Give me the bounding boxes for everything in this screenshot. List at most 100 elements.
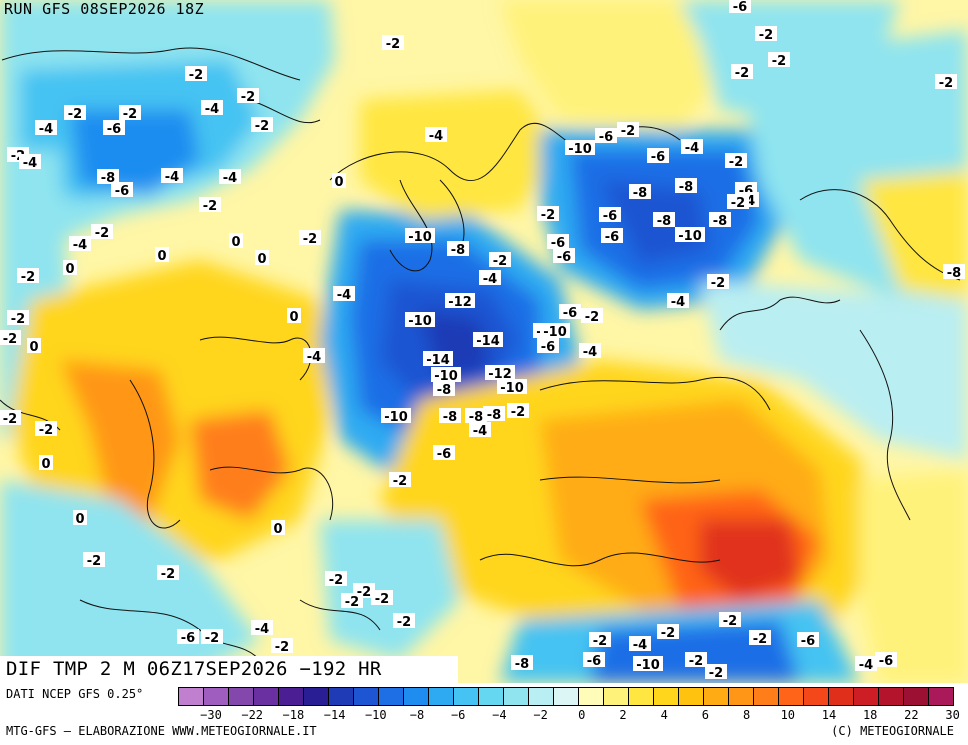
svg-text:-8: -8 [437, 383, 451, 398]
legend-swatch [403, 687, 429, 706]
svg-text:-10: -10 [408, 314, 432, 329]
contour-label: -4 [855, 656, 877, 673]
contour-label: -6 [433, 445, 455, 462]
contour-label: -4 [251, 620, 273, 637]
legend-swatch [578, 687, 604, 706]
svg-text:-4: -4 [23, 156, 37, 171]
contour-label: -2 [0, 410, 21, 427]
contour-label: -6 [595, 128, 617, 145]
svg-text:-6: -6 [541, 340, 555, 355]
svg-text:-6: -6 [551, 236, 565, 251]
contour-label: -6 [599, 207, 621, 224]
svg-text:0: 0 [41, 457, 50, 472]
contour-label: -4 [425, 127, 447, 144]
legend-swatch [828, 687, 854, 706]
contour-label: -2 [617, 122, 639, 139]
svg-text:-6: -6 [605, 230, 619, 245]
legend-swatch [303, 687, 329, 706]
contour-label: -8 [709, 212, 731, 229]
svg-text:-2: -2 [711, 276, 725, 291]
svg-text:-6: -6 [181, 631, 195, 646]
legend-tick-label: −10 [364, 708, 387, 722]
svg-text:-2: -2 [621, 124, 635, 139]
contour-label: -8 [675, 178, 697, 195]
svg-text:-6: -6 [563, 306, 577, 321]
contour-label: -4 [35, 120, 57, 137]
contour-label: -2 [389, 472, 411, 489]
svg-text:-4: -4 [473, 424, 487, 439]
legend-swatch [528, 687, 554, 706]
svg-text:-8: -8 [469, 410, 483, 425]
svg-text:-2: -2 [95, 226, 109, 241]
contour-label: -6 [875, 652, 897, 669]
legend-tick-label: 30 [945, 708, 960, 722]
svg-text:-2: -2 [709, 666, 723, 681]
contour-label: -14 [423, 351, 453, 368]
svg-text:0: 0 [65, 262, 74, 277]
legend-swatch [328, 687, 354, 706]
legend-swatch [878, 687, 904, 706]
legend-swatch [253, 687, 279, 706]
contour-label: 0 [155, 247, 169, 264]
contour-label: -2 [707, 274, 729, 291]
contour-label: -2 [589, 632, 611, 649]
contour-labels: -4-2-2-2-2-2-2-2-4-2-2-6-4-2-6-2-4-2-4-6… [0, 0, 965, 681]
svg-text:0: 0 [157, 249, 166, 264]
legend-swatch [453, 687, 479, 706]
contour-label: -10 [405, 312, 435, 329]
contour-label: -2 [731, 64, 753, 81]
contour-label: -10 [540, 323, 570, 340]
contour-label: -2 [91, 224, 113, 241]
svg-text:-2: -2 [241, 90, 255, 105]
svg-text:-2: -2 [689, 654, 703, 669]
svg-text:-6: -6 [587, 654, 601, 669]
svg-text:-8: -8 [443, 410, 457, 425]
contour-label: -2 [657, 624, 679, 641]
svg-text:-8: -8 [947, 266, 961, 281]
contour-label: -8 [629, 184, 651, 201]
svg-text:-2: -2 [939, 76, 953, 91]
contour-label: -2 [157, 565, 179, 582]
svg-text:-4: -4 [429, 129, 443, 144]
contour-label: -2 [393, 613, 415, 630]
svg-text:-2: -2 [511, 405, 525, 420]
credit-right: (C) METEOGIORNALE [831, 724, 954, 738]
svg-text:-4: -4 [337, 288, 351, 303]
svg-text:-2: -2 [397, 615, 411, 630]
svg-text:-6: -6 [879, 654, 893, 669]
legend-swatch [628, 687, 654, 706]
contour-label: -6 [553, 248, 575, 265]
legend-swatch [203, 687, 229, 706]
contour-label: -10 [405, 228, 435, 245]
svg-text:-10: -10 [678, 229, 702, 244]
legend-swatch [503, 687, 529, 706]
contour-label: -2 [201, 629, 223, 646]
contour-label: -4 [303, 348, 325, 365]
svg-text:-2: -2 [68, 107, 82, 122]
svg-text:-4: -4 [39, 122, 53, 137]
legend-tick-label: −4 [492, 708, 507, 722]
legend-tick-label: −6 [450, 708, 466, 722]
svg-text:-2: -2 [345, 595, 359, 610]
contour-label: -4 [469, 422, 491, 439]
legend-tick-label: 2 [619, 708, 627, 722]
svg-text:-2: -2 [772, 54, 786, 69]
svg-text:-2: -2 [329, 573, 343, 588]
svg-text:-8: -8 [451, 243, 465, 258]
contour-label: -2 [0, 330, 21, 347]
contour-label: -8 [511, 655, 533, 672]
run-title: RUN GFS 08SEP2026 18Z [4, 0, 205, 18]
legend-swatch [378, 687, 404, 706]
contour-label: -2 [537, 206, 559, 223]
svg-text:-14: -14 [426, 353, 450, 368]
svg-text:-2: -2 [729, 155, 743, 170]
contour-label: -6 [583, 652, 605, 669]
svg-text:-2: -2 [21, 270, 35, 285]
svg-text:-2: -2 [375, 592, 389, 607]
legend-swatch [228, 687, 254, 706]
svg-text:-2: -2 [593, 634, 607, 649]
legend-swatch [353, 687, 379, 706]
svg-text:-2: -2 [386, 37, 400, 52]
credit-left: MTG-GFS – ELABORAZIONE WWW.METEOGIORNALE… [6, 724, 317, 738]
legend-swatch [928, 687, 954, 706]
